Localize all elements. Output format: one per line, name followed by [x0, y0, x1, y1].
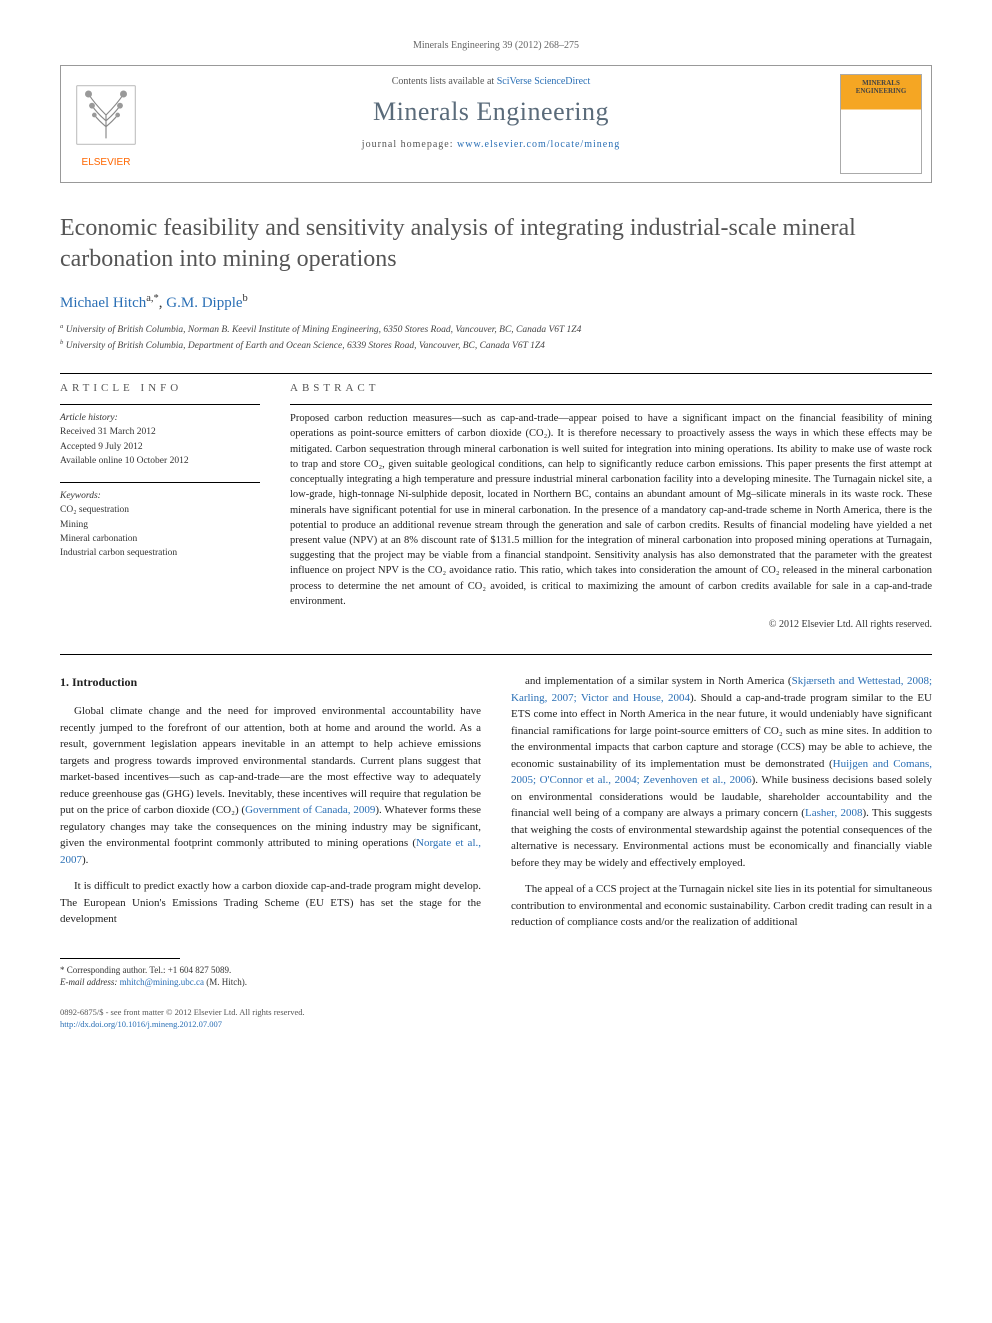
abstract-copyright: © 2012 Elsevier Ltd. All rights reserved…	[290, 619, 932, 630]
publisher-logo: ELSEVIER	[61, 66, 151, 182]
article-body: 1. Introduction Global climate change an…	[60, 654, 932, 1030]
sciencedirect-link[interactable]: SciVerse ScienceDirect	[497, 76, 591, 87]
history-item: Available online 10 October 2012	[60, 454, 260, 468]
history-item: Accepted 9 July 2012	[60, 440, 260, 454]
author-link[interactable]: G.M. Dipple	[166, 295, 242, 311]
article-title: Economic feasibility and sensitivity ana…	[60, 213, 932, 275]
citation-link[interactable]: Lasher, 2008	[805, 807, 862, 819]
elsevier-tree-icon	[71, 80, 141, 150]
body-paragraph: The appeal of a CCS project at the Turna…	[511, 881, 932, 931]
footnote-divider	[60, 958, 180, 959]
abstract-text: Proposed carbon reduction measures—such …	[290, 404, 932, 609]
citation-line: Minerals Engineering 39 (2012) 268–275	[60, 40, 932, 51]
keyword: Mining	[60, 518, 260, 532]
body-paragraph: It is difficult to predict exactly how a…	[60, 878, 481, 928]
section-heading: 1. Introduction	[60, 673, 481, 691]
body-paragraph: and implementation of a similar system i…	[511, 673, 932, 871]
abstract-heading: abstract	[290, 382, 932, 394]
journal-header: ELSEVIER Contents lists available at Sci…	[60, 65, 932, 183]
citation-link[interactable]: Government of Canada, 2009	[245, 804, 375, 816]
publisher-name: ELSEVIER	[71, 157, 141, 168]
article-meta-footer: 0892-6875/$ - see front matter © 2012 El…	[60, 1007, 481, 1031]
body-paragraph: Global climate change and the need for i…	[60, 703, 481, 868]
keyword: CO₂ sequestration	[60, 503, 260, 517]
contents-available: Contents lists available at SciVerse Sci…	[161, 76, 821, 87]
affiliations: a University of British Columbia, Norman…	[60, 322, 932, 353]
journal-homepage: journal homepage: www.elsevier.com/locat…	[161, 139, 821, 150]
history-item: Received 31 March 2012	[60, 425, 260, 439]
keywords-label: Keywords:	[60, 489, 260, 503]
abstract-panel: abstract Proposed carbon reduction measu…	[290, 382, 932, 630]
keyword: Mineral carbonation	[60, 532, 260, 546]
homepage-link[interactable]: www.elsevier.com/locate/mineng	[457, 139, 620, 150]
right-column: and implementation of a similar system i…	[511, 673, 932, 1030]
author-link[interactable]: Michael Hitch	[60, 295, 146, 311]
keyword: Industrial carbon sequestration	[60, 546, 260, 560]
corresponding-author-footnote: * Corresponding author. Tel.: +1 604 827…	[60, 964, 481, 989]
journal-cover-thumbnail: MINERALS ENGINEERING	[831, 66, 931, 182]
doi-link[interactable]: http://dx.doi.org/10.1016/j.mineng.2012.…	[60, 1019, 222, 1029]
history-label: Article history:	[60, 411, 260, 425]
article-info-panel: article info Article history: Received 3…	[60, 382, 260, 630]
divider	[60, 373, 932, 374]
email-link[interactable]: mhitch@mining.ubc.ca	[120, 977, 204, 987]
author-list: Michael Hitcha,*, G.M. Dippleb	[60, 293, 932, 312]
left-column: 1. Introduction Global climate change an…	[60, 673, 481, 1030]
article-info-heading: article info	[60, 382, 260, 394]
journal-title: Minerals Engineering	[161, 97, 821, 127]
